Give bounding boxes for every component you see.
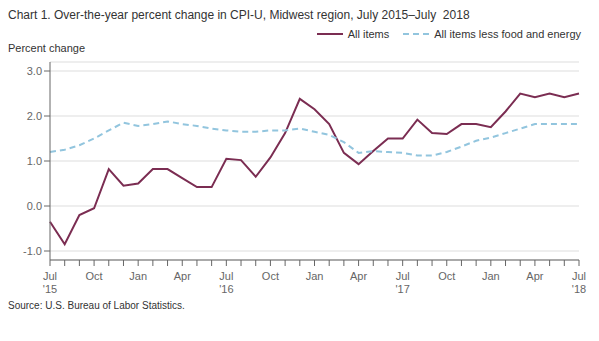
svg-text:Jul'16: Jul'16 — [219, 270, 233, 295]
svg-text:Apr: Apr — [174, 270, 191, 282]
svg-text:Apr: Apr — [350, 270, 367, 282]
svg-text:Oct: Oct — [438, 270, 455, 282]
html-text:Percent change: Percent change — [8, 42, 86, 54]
svg-text:2.0: 2.0 — [27, 110, 42, 122]
svg-text:Jan: Jan — [482, 270, 500, 282]
svg-text:Apr: Apr — [526, 270, 543, 282]
svg-text:Jan: Jan — [306, 270, 324, 282]
svg-text:Jul'15: Jul'15 — [43, 270, 57, 295]
html-text:All items: All items — [347, 28, 390, 40]
html-text:Chart 1. Over-the-year percent: Chart 1. Over-the-year percent change in… — [8, 8, 470, 22]
svg-text:Oct: Oct — [86, 270, 103, 282]
svg-text:Jan: Jan — [129, 270, 147, 282]
html-text:All items less food and energy: All items less food and energy — [434, 28, 581, 40]
svg-text:1.0: 1.0 — [27, 155, 42, 167]
svg-text:3.0: 3.0 — [27, 65, 42, 77]
svg-text:Oct: Oct — [262, 270, 279, 282]
svg-text:Jul'17: Jul'17 — [395, 270, 409, 295]
html-text:Source: U.S. Bureau of Labor S: Source: U.S. Bureau of Labor Statistics. — [8, 300, 185, 311]
svg-text:0.0: 0.0 — [27, 200, 42, 212]
svg-text:Jul'18: Jul'18 — [572, 270, 586, 295]
svg-text:-1.0: -1.0 — [23, 245, 42, 257]
